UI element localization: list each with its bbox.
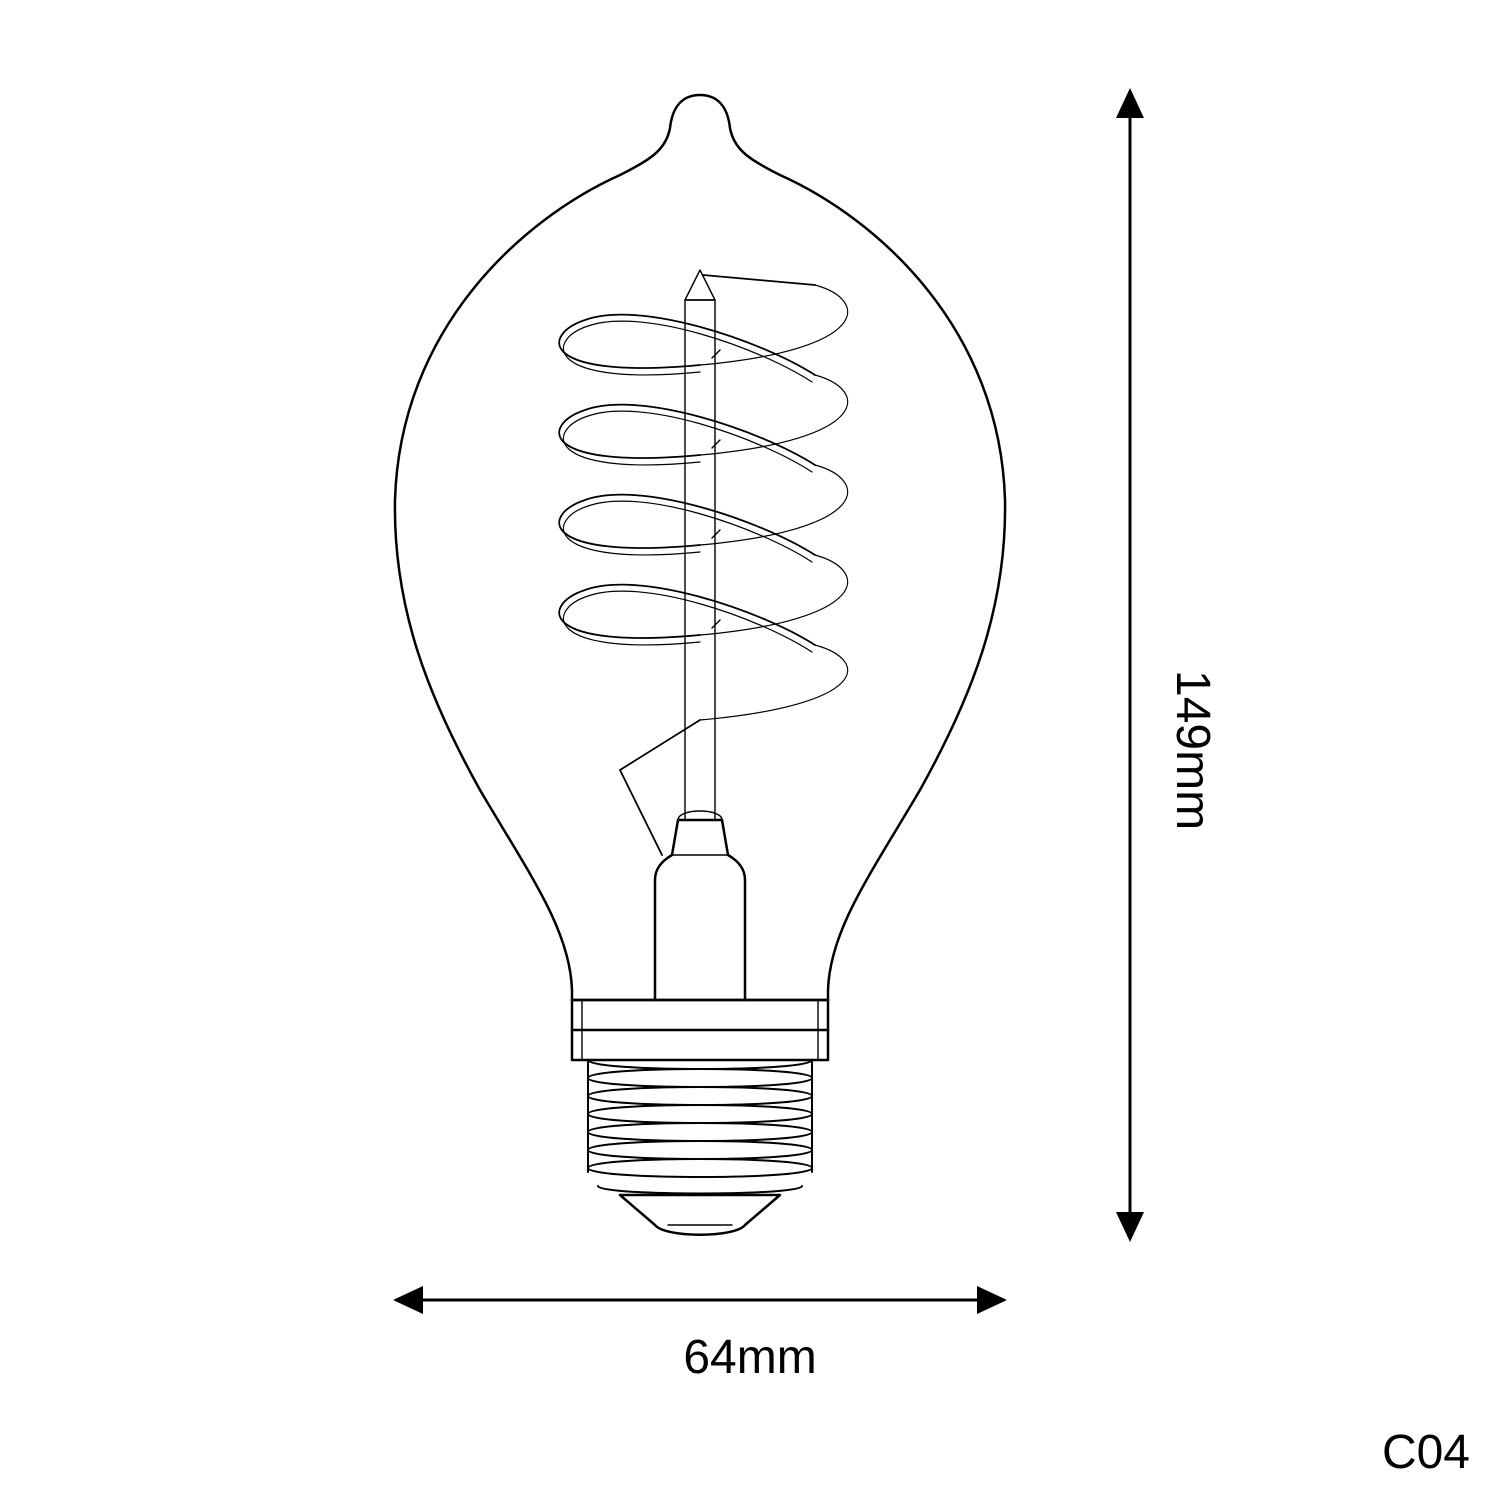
screw-threads xyxy=(588,1060,812,1194)
spiral-filament xyxy=(559,285,847,720)
bulb-line-drawing xyxy=(0,0,1500,1500)
bulb-outline xyxy=(395,95,1005,1000)
filament-stem xyxy=(620,270,815,1000)
dimension-height-label: 149mm xyxy=(1165,0,1220,1500)
dimension-arrows xyxy=(393,88,1144,1314)
diagram-stage: 64mm 149mm C04 xyxy=(0,0,1500,1500)
product-code-label: C04 xyxy=(1382,1425,1470,1480)
base-tip xyxy=(620,1195,780,1235)
dimension-width-label: 64mm xyxy=(0,1330,1500,1385)
socket-collar xyxy=(572,1000,828,1060)
